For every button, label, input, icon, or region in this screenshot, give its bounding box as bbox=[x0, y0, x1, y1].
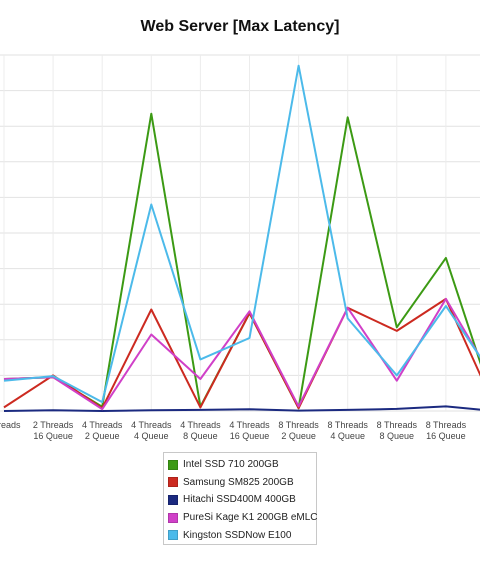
legend-label: PureSi Kage K1 200GB eMLC bbox=[183, 512, 318, 524]
legend-swatch bbox=[168, 530, 178, 541]
x-tick-label: 2 Queue bbox=[281, 431, 316, 441]
series-line-4 bbox=[3, 297, 480, 411]
legend-swatch bbox=[168, 512, 178, 523]
legend-swatch bbox=[168, 494, 178, 505]
x-tick-label: 16 Queue bbox=[426, 431, 466, 441]
legend-item: Kingston SSDNow E100 bbox=[168, 526, 312, 544]
series-lines bbox=[3, 64, 480, 412]
x-tick-label: 8 Queue bbox=[183, 431, 218, 441]
legend: Intel SSD 710 200GB Samsung SM825 200GB Hi… bbox=[163, 452, 318, 545]
legend-swatch bbox=[168, 477, 178, 488]
chart-title: Web Server [Max Latency] bbox=[140, 18, 340, 35]
series-line-1 bbox=[3, 112, 480, 410]
legend-item: Samsung SM825 200GB bbox=[168, 474, 312, 492]
x-tick-label: 16 Queue bbox=[33, 431, 73, 441]
x-tick-label: 8 Threads bbox=[328, 420, 369, 430]
x-tick-label: 8 Queue bbox=[380, 431, 415, 441]
series-line-3 bbox=[3, 405, 480, 412]
x-tick-label: 4 Threads bbox=[229, 420, 270, 430]
x-tick-label: 4 Threads bbox=[82, 420, 123, 430]
x-tick-label: Threads bbox=[0, 420, 21, 430]
legend-label: Intel SSD 710 200GB bbox=[183, 459, 279, 471]
legend-label: Kingston SSDNow E100 bbox=[183, 529, 292, 541]
x-tick-label: 8 Threads bbox=[426, 420, 467, 430]
x-tick-label: 8 Threads bbox=[278, 420, 319, 430]
legend-label: Hitachi SSD400M 400GB bbox=[183, 494, 296, 506]
gridlines bbox=[0, 54, 480, 412]
x-tick-label: 4 Queue bbox=[134, 431, 169, 441]
legend-label: Samsung SM825 200GB bbox=[183, 476, 294, 488]
x-tick-label: 8 Threads bbox=[377, 420, 418, 430]
x-tick-label: 4 Queue bbox=[330, 431, 365, 441]
legend-swatch bbox=[168, 459, 178, 470]
x-tick-label: 2 Queue bbox=[85, 431, 120, 441]
x-tick-label: 4 Threads bbox=[180, 420, 221, 430]
legend-item: PureSi Kage K1 200GB eMLC bbox=[168, 509, 318, 527]
x-tick-label: 16 Queue bbox=[230, 431, 270, 441]
x-tick-label: 4 Threads bbox=[131, 420, 172, 430]
legend-item: Intel SSD 710 200GB bbox=[168, 456, 312, 474]
legend-item: Hitachi SSD400M 400GB bbox=[168, 491, 312, 509]
series-line-5 bbox=[3, 64, 480, 404]
x-tick-label: 2 Threads bbox=[33, 420, 74, 430]
